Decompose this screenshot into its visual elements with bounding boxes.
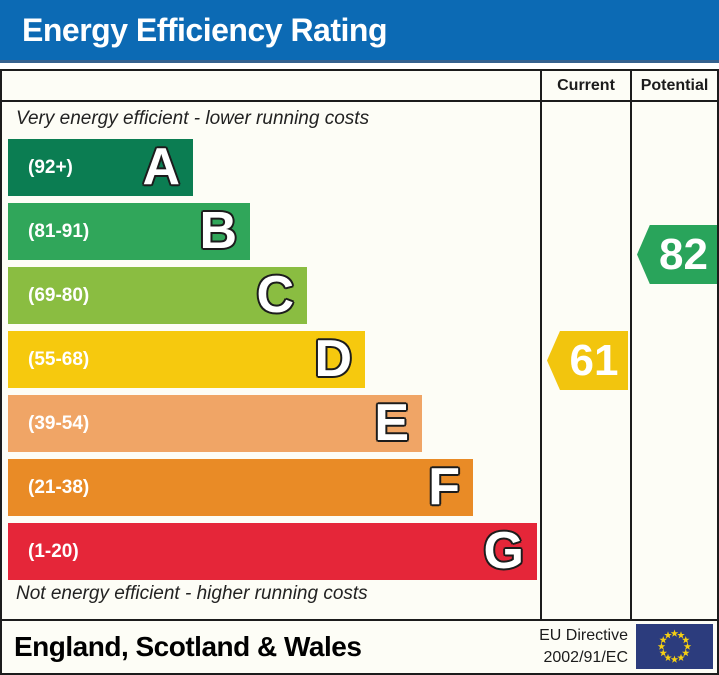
band-d-letter: D (314, 330, 352, 388)
footer-row: England, Scotland & Wales EU Directive 2… (2, 619, 717, 673)
band-g-letter: G (483, 522, 524, 580)
band-b-letter: B (199, 202, 237, 260)
band-b: (81-91) B (8, 203, 250, 260)
band-a-range-label: (92+) (28, 157, 73, 178)
top-note: Very energy efficient - lower running co… (16, 108, 370, 129)
band-g: (1-20) G (8, 523, 537, 580)
current-column-header: Current (557, 77, 615, 94)
column-separator-potential (630, 71, 632, 619)
eu-flag-icon (636, 624, 713, 669)
band-a: (92+) A (8, 139, 193, 196)
band-c: (69-80) C (8, 267, 307, 324)
band-e-letter: E (374, 394, 409, 452)
band-c-letter: C (256, 266, 294, 324)
potential-rating-value: 82 (659, 229, 708, 279)
potential-column-header: Potential (640, 77, 709, 94)
eu-flag-stars (657, 629, 692, 663)
band-a-letter: A (142, 138, 180, 196)
band-d-range-label: (55-68) (28, 349, 90, 370)
current-rating-value: 61 (569, 335, 619, 385)
eu-directive-text: EU Directive 2002/91/EC (539, 625, 628, 669)
band-e: (39-54) E (8, 395, 422, 452)
band-g-range-label: (1-20) (28, 541, 79, 562)
band-d: (55-68) D (8, 331, 365, 388)
page-title: Energy Efficiency Rating (22, 12, 387, 48)
eu-directive-line1: EU Directive (539, 627, 628, 644)
region-label: England, Scotland & Wales (14, 631, 362, 662)
header-row: Current Potential (2, 71, 717, 102)
band-c-range-label: (69-80) (28, 285, 90, 306)
eu-directive-line2: 2002/91/EC (543, 649, 628, 666)
band-f: (21-38) F (8, 459, 473, 516)
title-bar: Energy Efficiency Rating (0, 0, 719, 63)
band-f-letter: F (428, 458, 460, 516)
potential-rating-arrow: 82 (637, 225, 717, 284)
column-separator-current (540, 71, 542, 619)
current-rating-arrow: 61 (547, 331, 628, 390)
bottom-note: Not energy efficient - higher running co… (16, 583, 368, 604)
band-f-range-label: (21-38) (28, 477, 90, 498)
band-b-range-label: (81-91) (28, 221, 90, 242)
band-e-range-label: (39-54) (28, 413, 90, 434)
rating-table: Current Potential Very energy efficient … (0, 69, 719, 675)
